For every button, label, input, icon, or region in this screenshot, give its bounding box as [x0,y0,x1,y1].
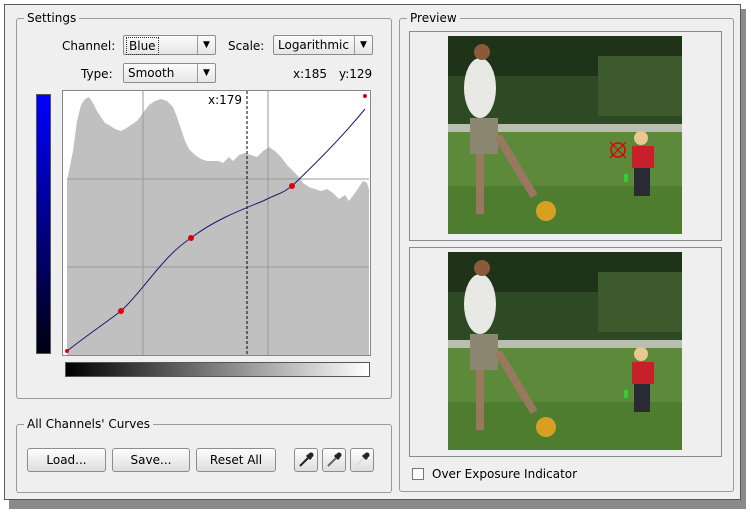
curve-point[interactable] [65,349,69,353]
channel-gradient-bar [36,94,51,354]
scale-select[interactable]: Logarithmic ▼ [273,35,373,55]
black-picker-button[interactable] [294,448,318,472]
channel-label: Channel: [62,39,116,53]
load-button[interactable]: Load... [27,448,106,472]
curve-editor[interactable]: x:179 [62,90,371,356]
gray-picker-button[interactable] [322,448,346,472]
curves-dialog: Settings Channel: Blue ▼ Scale: Logarith… [4,4,741,500]
preview-title: Preview [407,11,460,25]
over-exposure-label: Over Exposure Indicator [432,467,578,481]
settings-group: Settings Channel: Blue ▼ Scale: Logarith… [16,11,392,399]
chevron-down-icon: ▼ [354,36,372,54]
reset-label: Reset All [209,453,263,467]
coord-x-readout: x:185 [293,67,328,81]
reset-all-button[interactable]: Reset All [196,448,276,472]
curve-point[interactable] [118,308,124,314]
coord-y-readout: y:129 [339,67,373,81]
type-select[interactable]: Smooth ▼ [123,63,216,83]
chevron-down-icon: ▼ [197,36,215,54]
save-button[interactable]: Save... [112,448,190,472]
preview-group: Preview [399,11,734,492]
curve-point[interactable] [363,94,367,98]
eyedropper-icon [355,452,370,467]
input-gradient-bar [65,362,370,377]
white-picker-button[interactable] [350,448,374,472]
eyedropper-icon [327,452,342,467]
original-preview-image[interactable] [448,36,682,234]
save-label: Save... [130,453,172,467]
all-channels-title: All Channels' Curves [24,417,153,431]
all-channels-group: All Channels' Curves Load... Save... Res… [16,417,392,493]
original-preview-panel [409,31,722,241]
cursor-readout: x:179 [208,93,243,107]
result-preview-image[interactable] [448,252,682,450]
type-label: Type: [81,67,113,81]
scale-value: Logarithmic [278,38,349,52]
histogram [67,97,369,355]
eyedropper-icon [299,452,314,467]
channel-select[interactable]: Blue ▼ [123,35,216,55]
type-value: Smooth [128,66,175,80]
result-preview-panel [409,247,722,457]
scale-label: Scale: [228,39,265,53]
settings-title: Settings [24,11,80,25]
load-label: Load... [46,453,87,467]
curve-point[interactable] [289,183,295,189]
chevron-down-icon: ▼ [197,64,215,82]
curve-point[interactable] [188,235,194,241]
channel-value: Blue [126,37,159,55]
over-exposure-checkbox[interactable] [412,468,424,480]
